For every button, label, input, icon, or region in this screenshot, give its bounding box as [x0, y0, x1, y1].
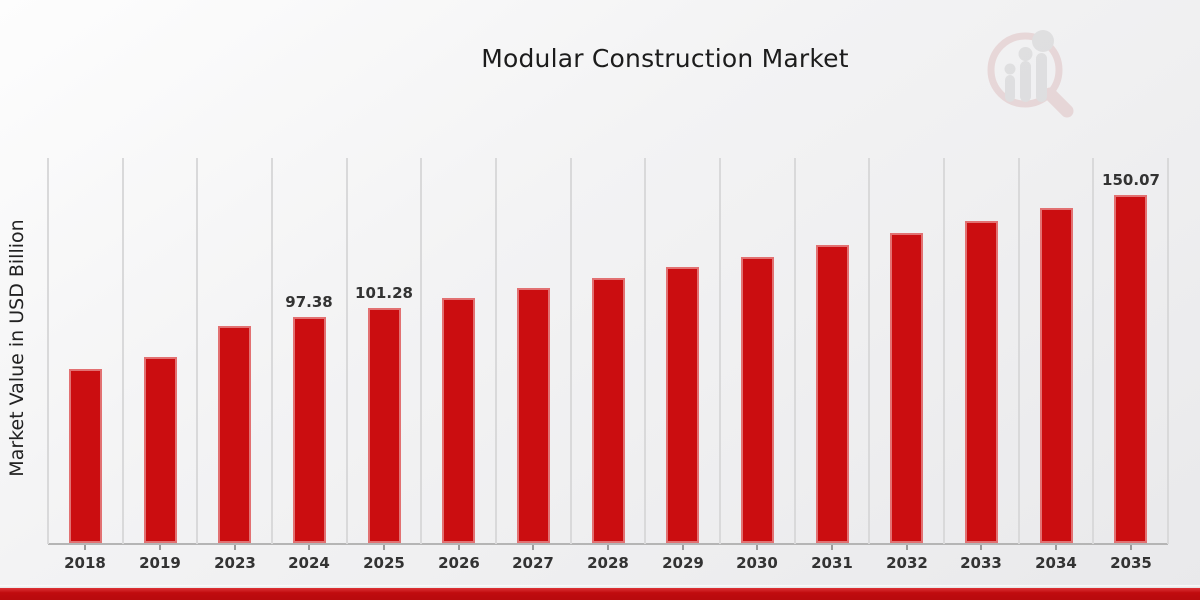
x-axis-tick	[682, 545, 684, 550]
gridline	[495, 158, 497, 544]
x-axis-tick	[906, 545, 908, 550]
bar-2018	[69, 369, 102, 543]
x-axis-tick	[980, 545, 982, 550]
x-axis-label-2026: 2026	[438, 554, 480, 572]
x-axis-tick	[1055, 545, 1057, 550]
magnifier-bar-chart-logo-icon	[987, 30, 1074, 118]
x-axis-tick	[1130, 545, 1132, 550]
x-axis-tick	[458, 545, 460, 550]
x-axis-label-2030: 2030	[736, 554, 778, 572]
bar-2027	[517, 288, 550, 543]
bar-2026	[442, 298, 475, 543]
x-axis-tick	[607, 545, 609, 550]
x-axis-label-2027: 2027	[512, 554, 554, 572]
gridline	[122, 158, 124, 544]
gridline	[943, 158, 945, 544]
gridline	[196, 158, 198, 544]
bar-2019	[144, 357, 177, 543]
bar-2032	[890, 233, 923, 543]
x-axis-label-2032: 2032	[886, 554, 928, 572]
x-axis-line	[48, 543, 1168, 545]
bar-2024	[293, 317, 326, 543]
x-axis-label-2034: 2034	[1035, 554, 1077, 572]
gridline	[1092, 158, 1094, 544]
bar-value-label-2025: 101.28	[355, 284, 413, 302]
gridline	[346, 158, 348, 544]
bar-2034	[1040, 208, 1073, 543]
x-axis-tick	[308, 545, 310, 550]
x-axis-label-2028: 2028	[587, 554, 629, 572]
bar-2035	[1114, 195, 1147, 543]
x-axis-label-2025: 2025	[363, 554, 405, 572]
bar-value-label-2024: 97.38	[285, 293, 333, 311]
y-axis-label: Market Value in USD Billion	[6, 219, 28, 477]
gridline	[1167, 158, 1169, 544]
chart-title: Modular Construction Market	[481, 44, 849, 73]
footer-accent-bar	[0, 588, 1200, 600]
gridline	[719, 158, 721, 544]
gridline	[570, 158, 572, 544]
x-axis-tick	[756, 545, 758, 550]
x-axis-tick	[532, 545, 534, 550]
x-axis-tick	[831, 545, 833, 550]
x-axis-label-2023: 2023	[214, 554, 256, 572]
footer-divider	[0, 585, 1200, 588]
x-axis-label-2018: 2018	[64, 554, 106, 572]
x-axis-label-2024: 2024	[288, 554, 330, 572]
plot-area: 2018 2019 2023 97.38 2024 101.28 2025 2026 2027 2…	[47, 158, 1169, 572]
x-axis-label-2031: 2031	[811, 554, 853, 572]
bar-2025	[368, 308, 401, 543]
bar-2029	[666, 267, 699, 543]
bar-2033	[965, 221, 998, 543]
x-axis-tick	[383, 545, 385, 550]
x-axis-label-2035: 2035	[1110, 554, 1152, 572]
gridline	[794, 158, 796, 544]
gridline	[271, 158, 273, 544]
gridline	[420, 158, 422, 544]
gridline	[644, 158, 646, 544]
x-axis-label-2029: 2029	[662, 554, 704, 572]
x-axis-tick	[234, 545, 236, 550]
bar-2031	[816, 245, 849, 543]
bar-2023	[218, 326, 251, 543]
x-axis-label-2019: 2019	[139, 554, 181, 572]
x-axis-label-2033: 2033	[960, 554, 1002, 572]
bar-value-label-2035: 150.07	[1102, 171, 1160, 189]
gridline	[1018, 158, 1020, 544]
x-axis-tick	[84, 545, 86, 550]
x-axis-tick	[159, 545, 161, 550]
gridline	[868, 158, 870, 544]
gridline	[47, 158, 49, 544]
bar-2028	[592, 278, 625, 543]
bar-2030	[741, 257, 774, 543]
